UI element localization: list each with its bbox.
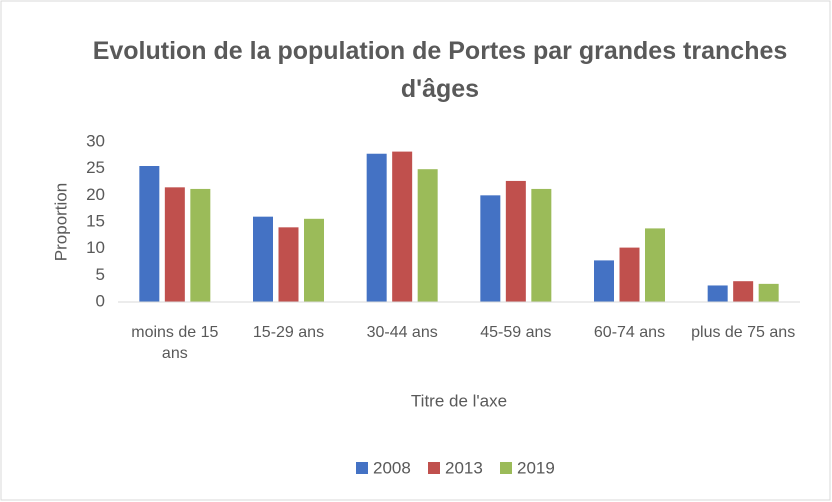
- x-tick-label: 60-74 ans: [593, 324, 666, 341]
- bar: [304, 218, 324, 302]
- legend-label: 2008: [373, 458, 411, 477]
- legend-swatch: [428, 462, 440, 474]
- bar: [531, 188, 552, 302]
- bar: [505, 180, 526, 302]
- bar: [392, 151, 413, 302]
- bar: [139, 166, 160, 302]
- x-tick-label: moins de 15 ans: [131, 324, 219, 362]
- bar: [594, 260, 614, 302]
- x-tick-label: 15-29 ans: [252, 324, 325, 341]
- x-tick-label: 30-44 ans: [366, 324, 438, 341]
- bar: [253, 216, 273, 302]
- y-tick-label: 5: [96, 265, 105, 284]
- chart-title: Evolution de la population de Portes par…: [92, 37, 788, 103]
- y-tick-label: 0: [96, 291, 105, 310]
- y-tick-label: 30: [86, 131, 105, 150]
- legend-label: 2019: [517, 458, 555, 477]
- legend-label: 2013: [445, 458, 483, 477]
- y-tick-label: 25: [86, 158, 105, 177]
- bar: [645, 228, 665, 302]
- x-tick-label: 45-59 ans: [480, 324, 552, 341]
- legend-swatch: [500, 462, 512, 474]
- bar: [164, 187, 185, 302]
- bar: [366, 153, 387, 302]
- bar: [480, 195, 501, 302]
- legend-swatch: [356, 462, 368, 474]
- y-axis-title: Proportion: [51, 183, 70, 261]
- bar: [733, 281, 754, 302]
- bar: [190, 188, 211, 302]
- x-axis-title: Titre de l'axe: [411, 391, 507, 410]
- bar: [707, 285, 728, 302]
- bar: [278, 227, 299, 302]
- bar: [417, 169, 438, 302]
- bar: [758, 283, 779, 302]
- y-tick-label: 10: [86, 238, 105, 257]
- x-tick-label: plus de 75 ans: [691, 324, 796, 341]
- y-tick-label: 15: [86, 211, 105, 230]
- y-tick-label: 20: [86, 185, 105, 204]
- bar: [619, 247, 640, 302]
